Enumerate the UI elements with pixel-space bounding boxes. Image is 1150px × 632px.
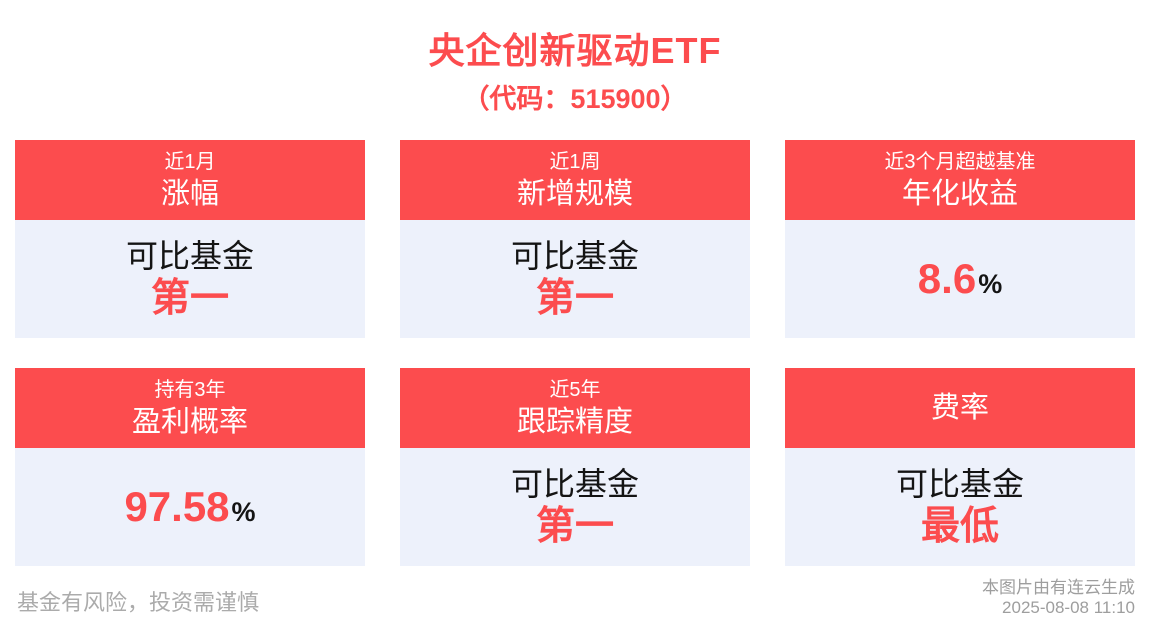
card-tracking-precision-body: 可比基金 第一	[400, 448, 750, 566]
card-metric: 费率	[930, 392, 989, 424]
card-tag: 近1周	[549, 150, 601, 173]
watermark: 本图片由有连云生成 2025-08-08 11:10	[982, 578, 1135, 618]
card-metric: 盈利概率	[131, 405, 248, 438]
rank-prefix: 可比基金	[510, 466, 639, 502]
card-fee-rate-header: 费率	[785, 368, 1135, 448]
card-tag: 持有3年	[154, 378, 226, 401]
card-metric: 跟踪精度	[516, 405, 633, 438]
rank-value: 最低	[920, 505, 999, 548]
card-fee-rate: 费率 可比基金 最低	[785, 368, 1135, 566]
card-weekly-inflow-header: 近1周 新增规模	[400, 140, 750, 220]
card-benchmark-annualized-return-header: 近3个月超越基准 年化收益	[785, 140, 1135, 220]
card-metric: 年化收益	[901, 177, 1018, 210]
card-monthly-gain-header: 近1月 涨幅	[15, 140, 365, 220]
card-metric: 新增规模	[516, 177, 633, 210]
rank-prefix: 可比基金	[510, 238, 639, 274]
card-monthly-gain-body: 可比基金 第一	[15, 220, 365, 338]
fund-code: （代码：515900）	[462, 84, 688, 114]
rank-prefix: 可比基金	[895, 466, 1024, 502]
card-benchmark-annualized-return: 近3个月超越基准 年化收益 8.6 %	[785, 140, 1135, 338]
card-profit-probability-header: 持有3年 盈利概率	[15, 368, 365, 448]
watermark-source: 本图片由有连云生成	[982, 578, 1135, 597]
card-tracking-precision: 近5年 跟踪精度 可比基金 第一	[400, 368, 750, 566]
metric-grid: 近1月 涨幅 可比基金 第一 近1周 新增规模 可比基金 第一 近3个月超越基准…	[15, 140, 1135, 566]
card-tag: 近5年	[549, 378, 601, 401]
card-weekly-inflow: 近1周 新增规模 可比基金 第一	[400, 140, 750, 338]
card-weekly-inflow-body: 可比基金 第一	[400, 220, 750, 338]
watermark-timestamp: 2025-08-08 11:10	[1002, 598, 1135, 617]
rank-value: 第一	[150, 277, 229, 320]
metric-number-unit: %	[231, 497, 256, 527]
metric-number-value: 97.58	[124, 483, 230, 530]
metric-number: 8.6 %	[918, 254, 1002, 304]
poster-header: 央企创新驱动ETF （代码：515900）	[0, 30, 1150, 115]
card-tag: 近3个月超越基准	[884, 150, 1036, 173]
card-monthly-gain: 近1月 涨幅 可比基金 第一	[15, 140, 365, 338]
metric-number-unit: %	[978, 269, 1003, 299]
card-tag: 近1月	[164, 150, 216, 173]
card-tracking-precision-header: 近5年 跟踪精度	[400, 368, 750, 448]
card-benchmark-annualized-return-body: 8.6 %	[785, 220, 1135, 338]
rank-prefix: 可比基金	[125, 238, 254, 274]
page-title: 央企创新驱动ETF	[428, 30, 722, 71]
card-metric: 涨幅	[160, 177, 219, 210]
rank-value: 第一	[535, 277, 614, 320]
card-fee-rate-body: 可比基金 最低	[785, 448, 1135, 566]
risk-disclaimer: 基金有风险，投资需谨慎	[17, 590, 260, 615]
rank-value: 第一	[535, 505, 614, 548]
card-profit-probability: 持有3年 盈利概率 97.58 %	[15, 368, 365, 566]
card-profit-probability-body: 97.58 %	[15, 448, 365, 566]
metric-number-value: 8.6	[917, 255, 977, 302]
metric-number: 97.58 %	[124, 482, 255, 532]
